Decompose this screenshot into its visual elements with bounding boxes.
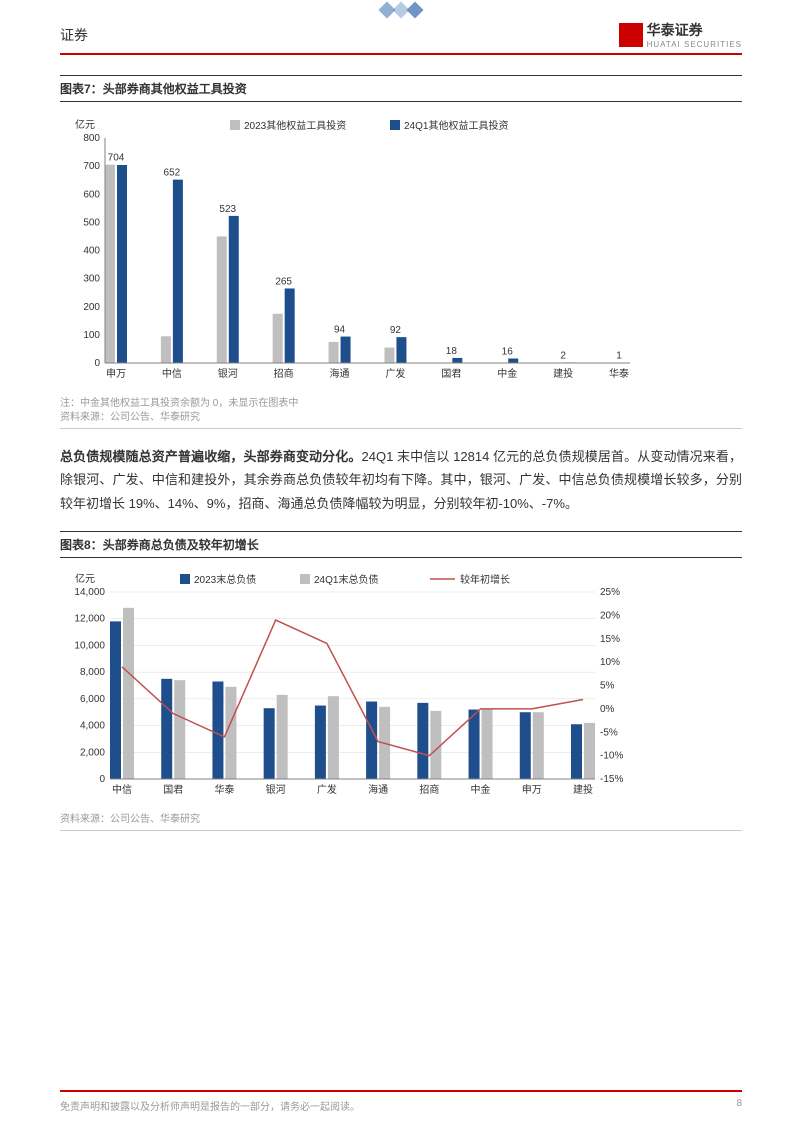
svg-text:招商: 招商 — [274, 367, 294, 380]
page-header: 证券 华泰证券 HUATAI SECURITIES — [60, 20, 742, 55]
svg-text:500: 500 — [83, 217, 100, 228]
page-footer: 免责声明和披露以及分析师声明是报告的一部分，请务必一起阅读。 8 — [60, 1090, 742, 1113]
svg-text:704: 704 — [108, 153, 125, 164]
chart8-note: 资料来源：公司公告、华泰研究 — [60, 810, 742, 831]
page: 证券 华泰证券 HUATAI SECURITIES 图表7：头部券商其他权益工具… — [0, 0, 802, 1133]
svg-text:265: 265 — [275, 276, 292, 287]
svg-text:1: 1 — [616, 351, 622, 362]
svg-text:海通: 海通 — [368, 783, 388, 796]
svg-text:700: 700 — [83, 161, 100, 172]
svg-text:600: 600 — [83, 189, 100, 200]
chart8-svg: 0 2,000 4,000 6,000 8,000 10,000 12,000 14,000 -… — [60, 564, 640, 804]
brand-block: 华泰证券 HUATAI SECURITIES — [619, 20, 742, 49]
svg-text:广发: 广发 — [317, 783, 337, 796]
svg-text:-10%: -10% — [600, 751, 623, 762]
svg-text:2: 2 — [560, 350, 566, 361]
svg-text:较年初增长: 较年初增长 — [460, 573, 510, 586]
svg-text:4,000: 4,000 — [80, 721, 105, 732]
svg-text:银河: 银河 — [218, 367, 238, 380]
svg-text:中信: 中信 — [112, 783, 132, 796]
svg-text:5%: 5% — [600, 681, 615, 692]
svg-text:申万: 申万 — [106, 367, 126, 380]
paragraph-bold: 总负债规模随总资产普遍收缩，头部券商变动分化。 — [60, 449, 362, 464]
brand-logo-icon — [619, 23, 643, 47]
svg-text:建投: 建投 — [553, 367, 573, 380]
svg-text:15%: 15% — [600, 634, 620, 645]
svg-text:2023其他权益工具投资: 2023其他权益工具投资 — [244, 119, 346, 132]
svg-text:广发: 广发 — [385, 367, 405, 380]
svg-text:0: 0 — [94, 358, 100, 369]
svg-text:92: 92 — [390, 325, 402, 336]
chart7-container: 0 100 200 300 400 500 600 700 800 亿元 2023其他权益工具投资 2… — [60, 108, 742, 388]
header-category: 证券 — [60, 25, 88, 45]
svg-text:16: 16 — [502, 347, 514, 358]
svg-text:2023末总负债: 2023末总负债 — [194, 573, 256, 586]
brand-name: 华泰证券 — [647, 20, 742, 40]
svg-text:中信: 中信 — [162, 367, 182, 380]
svg-text:523: 523 — [219, 204, 236, 215]
chart7-note: 注：中金其他权益工具投资余额为 0，未显示在图表中资料来源：公司公告、华泰研究 — [60, 394, 742, 429]
chart8-container: 0 2,000 4,000 6,000 8,000 10,000 12,000 14,000 -… — [60, 564, 742, 804]
svg-text:国君: 国君 — [163, 784, 183, 796]
svg-text:200: 200 — [83, 302, 100, 313]
svg-text:24Q1末总负债: 24Q1末总负债 — [314, 573, 378, 586]
svg-text:400: 400 — [83, 246, 100, 257]
svg-text:300: 300 — [83, 274, 100, 285]
svg-text:100: 100 — [83, 330, 100, 341]
svg-text:800: 800 — [83, 133, 100, 144]
svg-text:24Q1其他权益工具投资: 24Q1其他权益工具投资 — [404, 119, 508, 132]
chart8-title: 图表8：头部券商总负债及较年初增长 — [60, 531, 742, 558]
svg-text:中金: 中金 — [471, 783, 491, 796]
svg-text:中金: 中金 — [497, 367, 517, 380]
body-paragraph: 总负债规模随总资产普遍收缩，头部券商变动分化。24Q1 末中信以 12814 亿… — [60, 445, 742, 515]
svg-text:银河: 银河 — [266, 783, 286, 796]
svg-text:25%: 25% — [600, 587, 620, 598]
svg-text:-5%: -5% — [600, 727, 618, 738]
svg-text:6,000: 6,000 — [80, 694, 105, 705]
svg-text:10,000: 10,000 — [74, 641, 105, 652]
svg-text:652: 652 — [164, 168, 181, 179]
svg-text:招商: 招商 — [419, 783, 439, 796]
svg-text:华泰: 华泰 — [214, 783, 234, 796]
svg-text:18: 18 — [446, 346, 458, 357]
svg-text:建投: 建投 — [573, 783, 593, 796]
svg-text:12,000: 12,000 — [74, 614, 105, 625]
svg-text:2,000: 2,000 — [80, 747, 105, 758]
svg-text:国君: 国君 — [441, 368, 461, 380]
footer-disclaimer: 免责声明和披露以及分析师声明是报告的一部分，请务必一起阅读。 — [60, 1098, 360, 1113]
svg-text:10%: 10% — [600, 657, 620, 668]
svg-text:-15%: -15% — [600, 774, 623, 785]
svg-text:8,000: 8,000 — [80, 667, 105, 678]
svg-text:94: 94 — [334, 325, 346, 336]
chart7-svg: 0 100 200 300 400 500 600 700 800 亿元 2023其他权益工具投资 2… — [60, 108, 640, 388]
svg-text:亿元: 亿元 — [75, 118, 95, 131]
chart7-title: 图表7：头部券商其他权益工具投资 — [60, 75, 742, 102]
svg-text:海通: 海通 — [330, 367, 350, 380]
header-decoration — [381, 4, 421, 16]
brand-sub: HUATAI SECURITIES — [647, 40, 742, 49]
svg-text:0: 0 — [99, 774, 105, 785]
svg-text:0%: 0% — [600, 704, 615, 715]
svg-text:20%: 20% — [600, 611, 620, 622]
svg-text:申万: 申万 — [522, 783, 542, 796]
svg-text:亿元: 亿元 — [75, 572, 95, 585]
svg-text:华泰: 华泰 — [609, 367, 629, 380]
page-number: 8 — [736, 1098, 742, 1113]
svg-text:14,000: 14,000 — [74, 587, 105, 598]
